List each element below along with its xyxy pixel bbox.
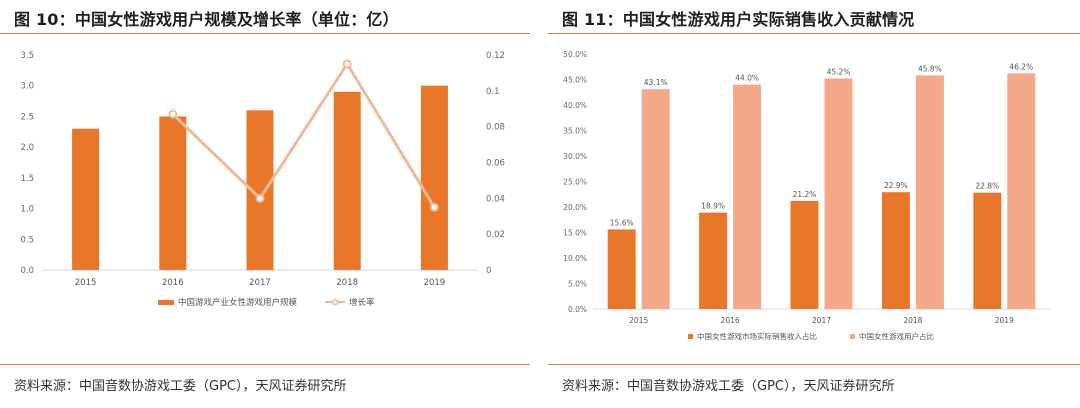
y-tick-label: 20.0% xyxy=(563,203,587,212)
x-tick-label: 2017 xyxy=(812,316,831,325)
bar-revenue-share xyxy=(881,192,910,309)
data-label: 44.0% xyxy=(735,74,759,83)
data-label: 45.8% xyxy=(918,64,942,73)
bar-revenue-share xyxy=(790,200,819,309)
data-label: 46.2% xyxy=(1009,62,1033,71)
growth-rate-point xyxy=(168,109,178,119)
bar-user-scale xyxy=(333,91,361,270)
legend-label-line: 增长率 xyxy=(349,297,375,308)
left-top-rule xyxy=(0,33,530,34)
y2-tick-label: 0.1 xyxy=(486,87,500,97)
left-panel: 图 10：中国女性游戏用户规模及增长率（单位：亿） 0.0 0.5 1.0 1.5 2.… xyxy=(0,0,530,408)
growth-rate-point xyxy=(429,202,439,212)
bar-user-share xyxy=(824,78,853,309)
legend-swatch-user xyxy=(850,334,855,339)
legend-label-user: 中国女性游戏用户占比 xyxy=(859,331,934,341)
bar-user-scale xyxy=(420,85,448,270)
y-tick-label: 45.0% xyxy=(563,76,587,85)
x-tick-label: 2017 xyxy=(249,278,271,288)
legend-swatch-revenue xyxy=(688,334,693,339)
y-tick-label: 40.0% xyxy=(563,101,587,110)
y-tick-label: 5.0% xyxy=(568,280,587,289)
x-tick-label: 2016 xyxy=(721,316,740,325)
data-label: 15.6% xyxy=(610,218,634,227)
y2-tick-label: 0.02 xyxy=(486,230,505,240)
y-tick-label: 1.5 xyxy=(20,174,34,184)
y-tick-label: 50.0% xyxy=(563,50,587,59)
bar-user-share xyxy=(641,89,670,309)
y-tick-label: 3.0 xyxy=(20,82,34,92)
y-tick-label: 1.0 xyxy=(20,205,34,215)
legend-swatch-bar xyxy=(158,300,174,305)
bar-revenue-share xyxy=(607,229,636,309)
user-scale-chart: 0.0 0.5 1.0 1.5 2.0 2.5 3.0 3.5 0 0.02 0.04 0.06 0.0… xyxy=(20,51,505,308)
bar-user-scale xyxy=(72,128,100,270)
x-tick-label: 2015 xyxy=(629,316,648,325)
y2-tick-label: 0.06 xyxy=(486,159,505,169)
y2-tick-label: 0.04 xyxy=(486,194,505,204)
revenue-share-chart: 0.0% 5.0% 10.0% 15.0% 20.0% 25.0% 30.0% 35.0% 40… xyxy=(563,50,1050,341)
x-tick-label: 2015 xyxy=(75,278,97,288)
y-tick-label: 0.5 xyxy=(20,235,34,245)
x-tick-label: 2019 xyxy=(995,316,1014,325)
y2-tick-label: 0.08 xyxy=(486,123,505,133)
bar-user-share xyxy=(1007,73,1036,309)
growth-rate-point xyxy=(255,193,265,203)
y-tick-label: 10.0% xyxy=(563,254,587,263)
x-tick-label: 2019 xyxy=(424,278,446,288)
y-tick-label: 30.0% xyxy=(563,152,587,161)
right-panel: 图 11：中国女性游戏用户实际销售收入贡献情况 0.0% 5.0% 10.0% 15.… xyxy=(548,0,1080,408)
data-label: 43.1% xyxy=(644,78,668,87)
right-bottom-rule xyxy=(548,364,1080,365)
x-tick-label: 2018 xyxy=(903,316,922,325)
right-source-note: 资料来源：中国音数协游戏工委（GPC），天风证券研究所 xyxy=(562,379,895,394)
y-tick-label: 0.0% xyxy=(568,305,587,314)
y2-tick-label: 0 xyxy=(486,266,491,276)
data-label: 22.8% xyxy=(975,182,999,191)
data-label: 22.9% xyxy=(884,181,908,190)
x-tick-label: 2016 xyxy=(162,278,184,288)
legend-label-bar: 中国游戏产业女性游戏用户规模 xyxy=(178,297,298,308)
y-tick-label: 3.5 xyxy=(20,51,34,61)
y-tick-label: 0.0 xyxy=(20,266,34,276)
left-source-note: 资料来源：中国音数协游戏工委（GPC），天风证券研究所 xyxy=(14,379,347,394)
right-top-rule xyxy=(548,33,1080,34)
data-label: 18.9% xyxy=(701,202,725,211)
growth-rate-line xyxy=(171,61,436,209)
y2-tick-label: 0.12 xyxy=(486,51,505,61)
bar-user-scale xyxy=(159,116,187,270)
bar-user-share xyxy=(915,75,944,309)
y-tick-label: 2.5 xyxy=(20,112,34,122)
right-chart-title: 图 11：中国女性游戏用户实际销售收入贡献情况 xyxy=(562,10,915,29)
y-tick-label: 15.0% xyxy=(563,229,587,238)
y-tick-label: 35.0% xyxy=(563,127,587,136)
left-bottom-rule xyxy=(0,364,530,365)
x-tick-label: 2018 xyxy=(336,278,358,288)
data-label: 21.2% xyxy=(793,190,817,199)
legend-swatch-marker xyxy=(331,298,339,306)
left-chart-title: 图 10：中国女性游戏用户规模及增长率（单位：亿） xyxy=(14,10,399,29)
legend-label-revenue: 中国女性游戏市场实际销售收入占比 xyxy=(697,331,817,341)
growth-rate-point xyxy=(342,59,352,69)
bar-revenue-share xyxy=(973,192,1002,309)
bar-revenue-share xyxy=(699,212,728,309)
data-label: 45.2% xyxy=(827,67,851,76)
y-tick-label: 25.0% xyxy=(563,178,587,187)
y-tick-label: 2.0 xyxy=(20,143,34,153)
bar-user-share xyxy=(733,84,762,309)
